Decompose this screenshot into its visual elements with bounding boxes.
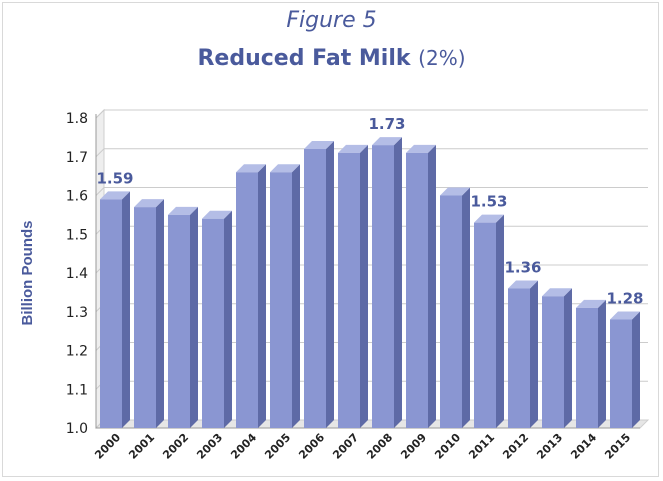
bar-top [542, 288, 572, 297]
y-tick-label: 1.7 [66, 150, 88, 166]
bar-top [100, 191, 130, 200]
bar [508, 288, 530, 428]
bar [338, 152, 360, 428]
bar [304, 149, 326, 428]
y-tick-label: 1.1 [66, 382, 88, 398]
bar-side [156, 199, 164, 428]
bar-side [462, 187, 470, 428]
y-tick-label: 1.8 [66, 111, 88, 127]
bar-side [224, 210, 232, 428]
y-axis-label: Billion Pounds [19, 221, 36, 326]
bar [270, 172, 292, 428]
gridline [95, 109, 648, 119]
x-tick-label: 2004 [228, 431, 259, 462]
bar [372, 145, 394, 428]
x-tick-label: 2000 [92, 431, 123, 462]
y-tick-label: 1.5 [66, 227, 88, 243]
x-tick-label: 2012 [500, 431, 531, 462]
bar-top [134, 199, 164, 208]
bar-top [338, 144, 368, 153]
bar-top [406, 144, 436, 153]
bar-top [304, 141, 334, 149]
bar-side [632, 311, 640, 428]
x-tick-label: 2006 [296, 431, 327, 462]
x-tick-label: 2003 [194, 431, 225, 462]
figure-label: Figure 5 [286, 8, 377, 33]
y-tick-label: 1.2 [66, 344, 88, 360]
bar [236, 172, 258, 428]
bar-side [394, 137, 402, 428]
bar-side [530, 280, 538, 428]
bar-side [326, 141, 334, 428]
bar-top [372, 137, 402, 146]
x-tick-label: 2007 [330, 431, 361, 462]
bar-side [428, 144, 436, 428]
data-label: 1.59 [96, 169, 133, 187]
bar [576, 307, 598, 428]
y-tick-label: 1.0 [66, 421, 88, 437]
bar [542, 296, 564, 428]
bar-top [168, 206, 198, 215]
bar-top [440, 187, 470, 196]
bar-top [236, 164, 266, 173]
x-tick-label: 2010 [432, 431, 463, 462]
bar [168, 214, 190, 428]
x-tick-label: 2013 [534, 431, 565, 462]
y-tick-label: 1.3 [66, 305, 88, 321]
chart-title-suffix: (2%) [418, 46, 466, 70]
bar-side [360, 144, 368, 428]
bar [440, 195, 462, 428]
bar-side [190, 206, 198, 428]
data-label: 1.36 [504, 259, 541, 277]
bar-top [610, 311, 640, 320]
bar-top [270, 164, 300, 173]
bar-side [496, 214, 504, 428]
chart-title-main: Reduced Fat Milk [197, 46, 411, 71]
bar-side [598, 299, 606, 428]
data-label: 1.53 [470, 193, 507, 211]
x-tick-label: 2009 [398, 431, 429, 462]
bar-top [576, 299, 606, 308]
chart-title: Reduced Fat Milk (2%) [0, 46, 663, 71]
bar [406, 152, 428, 428]
data-label: 1.28 [606, 290, 643, 308]
bar-side [292, 164, 300, 428]
x-tick-label: 2011 [466, 431, 497, 462]
bar [100, 199, 122, 428]
gridline [95, 148, 648, 158]
x-tick-label: 2001 [126, 431, 157, 462]
bar [202, 218, 224, 428]
data-label: 1.73 [368, 115, 405, 133]
x-tick-label: 2015 [602, 431, 633, 462]
x-tick-label: 2014 [568, 431, 599, 462]
bar [134, 207, 156, 428]
bar-top [474, 214, 504, 223]
bar-side [122, 191, 130, 428]
x-tick-label: 2005 [262, 431, 293, 462]
bar-top [202, 210, 232, 219]
x-tick-label: 2008 [364, 431, 395, 462]
bar [610, 319, 632, 428]
y-tick-label: 1.4 [66, 266, 88, 282]
y-tick-label: 1.6 [66, 189, 88, 205]
bar-side [258, 164, 266, 428]
bar-top [508, 280, 538, 289]
bar-side [564, 288, 572, 428]
bar [474, 222, 496, 428]
x-tick-label: 2002 [160, 431, 191, 462]
